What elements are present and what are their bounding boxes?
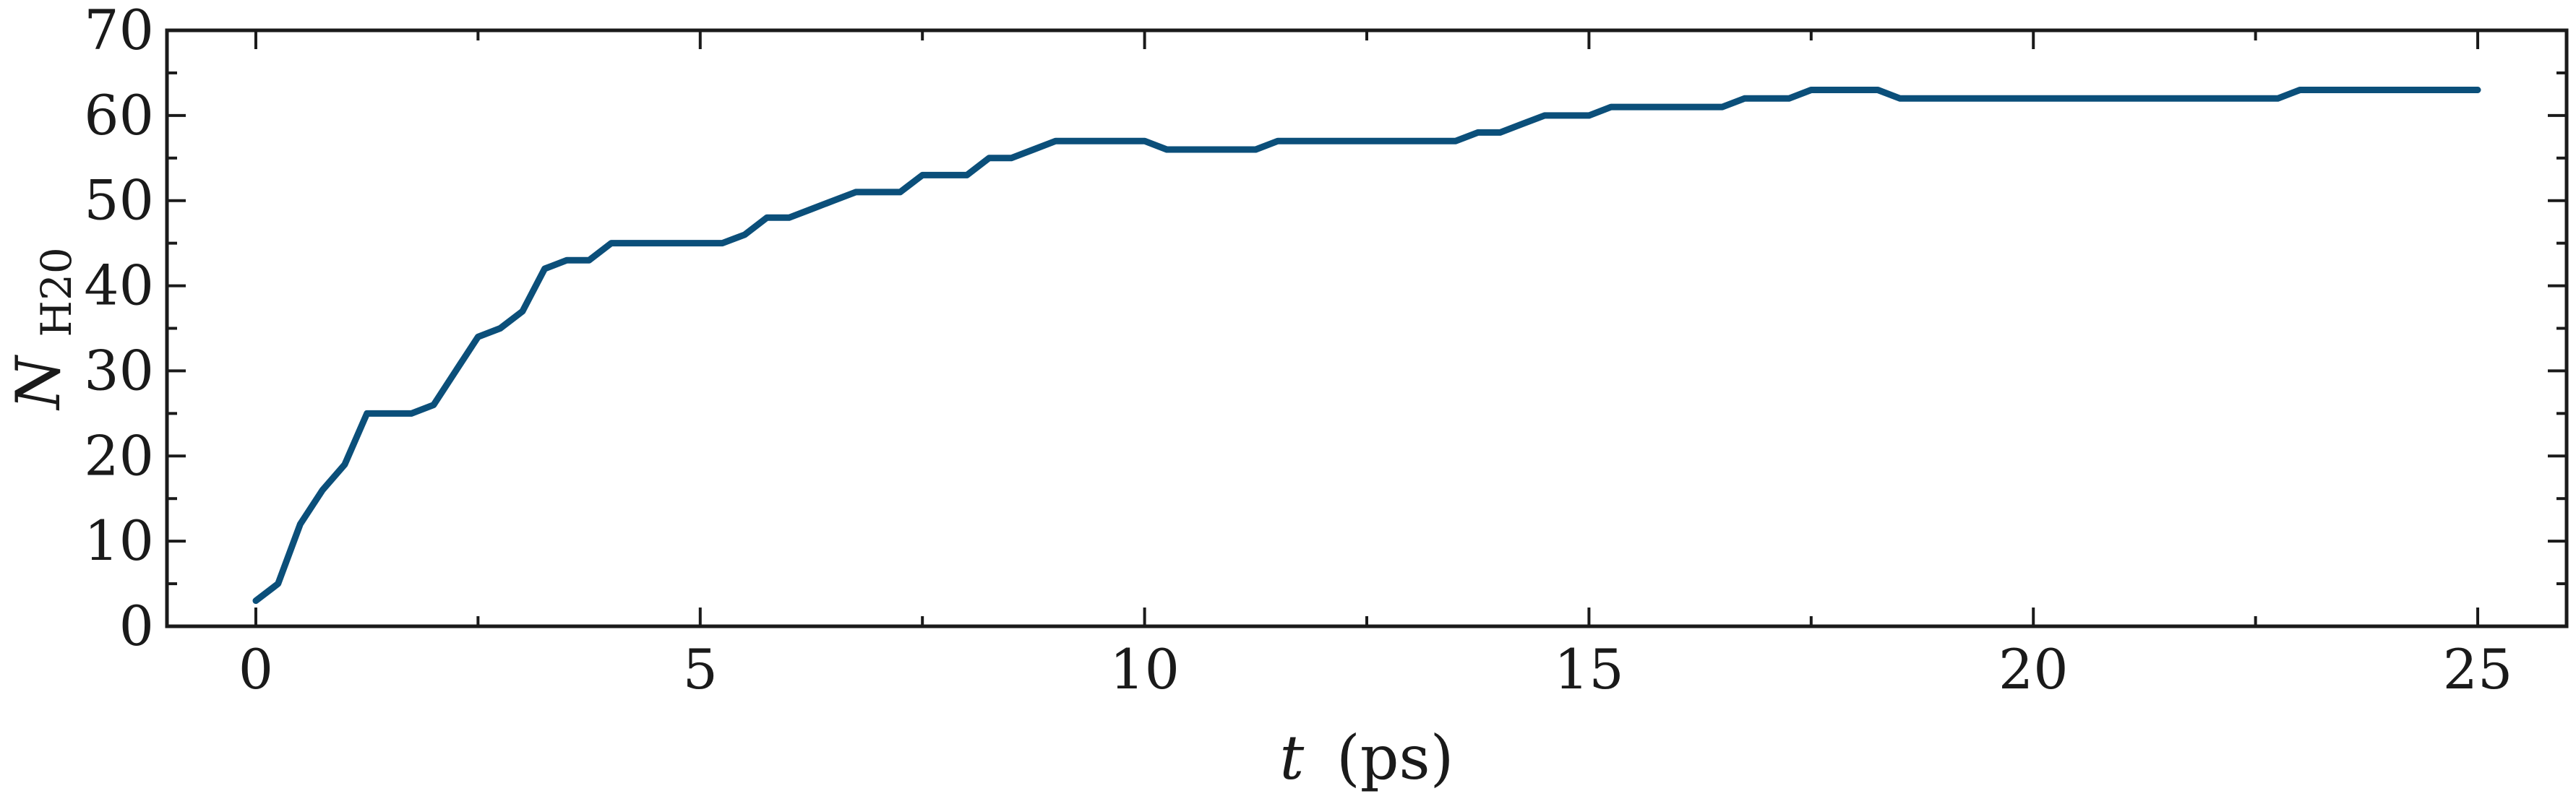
tick-labels: 0 5 10 15 20 25 0 10 20 30 40 50 60 70 xyxy=(84,0,2512,701)
x-tick-label: 20 xyxy=(1998,637,2069,701)
y-axis-label: N H20 xyxy=(3,247,81,411)
x-tick-label: 5 xyxy=(683,637,718,701)
y-tick-label: 20 xyxy=(84,423,154,488)
y-tick-label: 70 xyxy=(84,0,154,62)
series-layer xyxy=(252,87,2481,605)
x-axis-label: t (ps) xyxy=(1280,722,1454,793)
y-tick-label: 10 xyxy=(84,509,154,573)
data-series-line xyxy=(252,87,2481,605)
x-axis-unit: (ps) xyxy=(1336,722,1454,793)
y-axis-var: N xyxy=(3,355,74,411)
y-tick-label: 30 xyxy=(84,338,154,402)
y-tick-label: 40 xyxy=(84,254,154,318)
y-axis-subscript: H20 xyxy=(32,247,81,337)
x-tick-label: 10 xyxy=(1109,637,1180,701)
x-axis-var: t xyxy=(1280,722,1305,793)
y-tick-label: 0 xyxy=(119,594,154,658)
x-tick-label: 0 xyxy=(239,637,273,701)
y-tick-label: 50 xyxy=(84,168,154,233)
tick-marks xyxy=(167,29,2567,628)
x-tick-label: 25 xyxy=(2443,637,2513,701)
y-tick-label: 60 xyxy=(84,83,154,147)
plot-frame xyxy=(165,28,2569,628)
x-tick-label: 15 xyxy=(1554,637,1624,701)
